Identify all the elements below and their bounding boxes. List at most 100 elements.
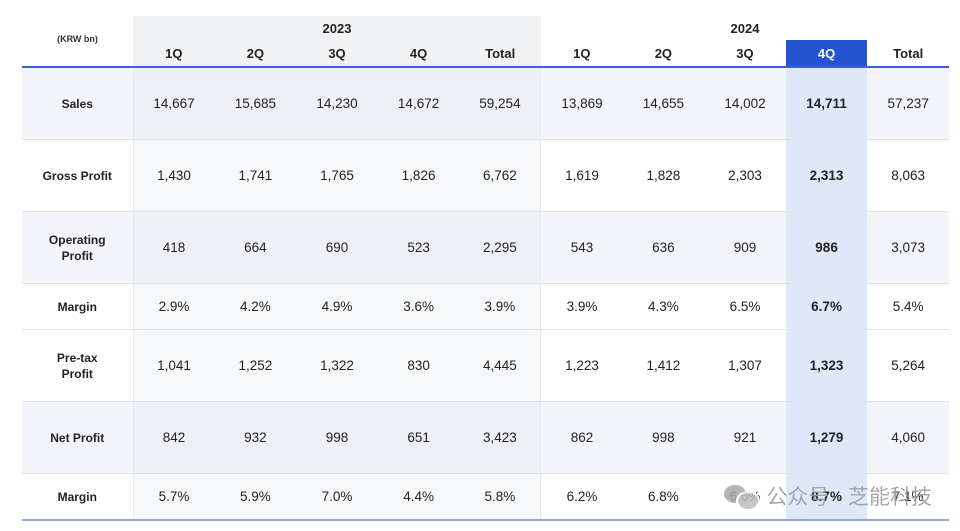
year-header-2024: 2024: [540, 16, 949, 40]
row-label: Sales: [22, 67, 133, 140]
cell-2024-col1: 1,223: [540, 329, 623, 402]
row-label: Net Profit: [22, 401, 133, 474]
table-row-pre-tax-profit: Pre-tax Profit 1,041 1,252 1,322 830 4,445 1,2…: [22, 329, 949, 402]
cell-2024-col1: 543: [540, 211, 623, 284]
wechat-icon: [724, 483, 761, 511]
col-header-2023-total: Total: [459, 40, 541, 68]
cell-2023-col5: 2,295: [459, 211, 541, 284]
cell-2024-col3: 1,307: [704, 329, 786, 402]
cell-2023-col5: 6,762: [459, 139, 541, 212]
cell-2023-col1: 14,667: [132, 67, 215, 140]
cell-2023-col4: 14,672: [377, 67, 460, 140]
cell-2024-4q-highlighted: 1,279: [785, 401, 868, 474]
cell-2023-col4: 830: [377, 329, 460, 402]
cell-2024-col2: 4.3%: [622, 283, 705, 330]
col-header-2024-4q-highlighted: 4Q: [785, 40, 868, 68]
cell-2024-col1: 862: [540, 401, 623, 474]
cell-2024-4q-highlighted: 6.7%: [785, 283, 868, 330]
watermark: 公众号 · 芝能科技: [724, 481, 932, 511]
cell-2023-col1: 2.9%: [132, 283, 215, 330]
cell-2023-col3: 7.0%: [296, 473, 378, 521]
table-row-net-margin: Margin5.7%5.9%7.0%4.4%5.8%6.2%6.8%6.6%8.…: [22, 473, 949, 521]
cell-2024-col2: 1,412: [622, 329, 705, 402]
cell-2024-col1: 13,869: [540, 67, 623, 140]
cell-2023-col4: 523: [377, 211, 460, 284]
cell-2023-col5: 3.9%: [459, 283, 541, 330]
cell-2023-col5: 59,254: [459, 67, 541, 140]
cell-2023-col1: 418: [132, 211, 215, 284]
row-label: Operating Profit: [22, 211, 133, 284]
col-header-2024-2q: 2Q: [622, 40, 705, 68]
cell-2024-col5: 7.1%: [867, 473, 949, 521]
cell-2024-col3: 6.5%: [704, 283, 786, 330]
table-body: Sales 14,667 15,685 14,230 14,672 59,254 13,86…: [22, 67, 949, 521]
cell-2024-col2: 14,655: [622, 67, 705, 140]
cell-2024-col1: 6.2%: [540, 473, 623, 521]
table-row-sales: Sales 14,667 15,685 14,230 14,672 59,254 13,86…: [22, 67, 949, 140]
col-header-2023-2q: 2Q: [214, 40, 297, 68]
cell-2023-col2: 4.2%: [214, 283, 297, 330]
cell-2023-col4: 1,826: [377, 139, 460, 212]
table-row-operating-profit: Operating Profit 418 664 690 523 2,295 543 636 9…: [22, 211, 949, 284]
cell-2024-4q-highlighted: 14,711: [785, 67, 868, 140]
cell-2023-col1: 1,430: [132, 139, 215, 212]
cell-2024-col3: 2,303: [704, 139, 786, 212]
cell-2023-col3: 1,322: [296, 329, 378, 402]
cell-2024-4q-highlighted: 1,323: [785, 329, 868, 402]
cell-2024-col1: 3.9%: [540, 283, 623, 330]
cell-2024-col2: 1,828: [622, 139, 705, 212]
cell-2023-col3: 690: [296, 211, 378, 284]
cell-2024-col3: 909: [704, 211, 786, 284]
row-label: Gross Profit: [22, 139, 133, 212]
cell-2023-col4: 651: [377, 401, 460, 474]
cell-2023-col4: 3.6%: [377, 283, 460, 330]
cell-2023-col3: 1,765: [296, 139, 378, 212]
cell-2023-col2: 1,741: [214, 139, 297, 212]
row-label: Margin: [22, 473, 133, 521]
cell-2024-4q-highlighted: 8.7%: [785, 473, 868, 521]
cell-2024-col5: 5.4%: [867, 283, 949, 330]
col-header-2024-1q: 1Q: [540, 40, 623, 68]
cell-2023-col2: 15,685: [214, 67, 297, 140]
cell-2023-col2: 5.9%: [214, 473, 297, 521]
col-header-2023-1q: 1Q: [133, 40, 215, 68]
year-header-2023: 2023: [133, 16, 541, 40]
cell-2023-col1: 842: [132, 401, 215, 474]
cell-2024-col5: 3,073: [867, 211, 949, 284]
row-label: Margin: [22, 283, 133, 330]
cell-2023-col2: 664: [214, 211, 297, 284]
col-header-2024-total: Total: [867, 40, 949, 68]
cell-2024-col5: 5,264: [867, 329, 949, 402]
cell-2024-col3: 921: [704, 401, 786, 474]
cell-2023-col5: 3,423: [459, 401, 541, 474]
cell-2024-col5: 4,060: [867, 401, 949, 474]
unit-label: (KRW bn): [22, 16, 133, 68]
table-row-net-profit: Net Profit 842 932 998 651 3,423 862 998 921 1,27…: [22, 401, 949, 474]
cell-2023-col2: 932: [214, 401, 297, 474]
cell-2023-col2: 1,252: [214, 329, 297, 402]
cell-2024-4q-highlighted: 986: [785, 211, 868, 284]
row-label: Pre-tax Profit: [22, 329, 133, 402]
cell-2024-col3: 14,002: [704, 67, 786, 140]
cell-2024-col1: 1,619: [540, 139, 623, 212]
cell-2023-col1: 5.7%: [132, 473, 215, 521]
table-row-operating-margin: Margin 2.9% 4.2% 4.9% 3.6% 3.9% 3.9% 4.3% 6.5% 6.…: [22, 283, 949, 330]
cell-2024-col2: 6.8%: [622, 473, 705, 521]
financial-table-container: (KRW bn) 2023 2024 1Q 2Q 3Q 4Q Total 1Q …: [22, 16, 949, 521]
col-header-2023-3q: 3Q: [296, 40, 378, 68]
col-header-2024-3q: 3Q: [704, 40, 786, 68]
financial-summary-table: (KRW bn) 2023 2024 1Q 2Q 3Q 4Q Total 1Q …: [22, 16, 949, 521]
cell-2024-col5: 57,237: [867, 67, 949, 140]
watermark-text: 公众号 · 芝能科技: [766, 486, 932, 509]
cell-2023-col3: 14,230: [296, 67, 378, 140]
cell-2023-col5: 5.8%: [459, 473, 541, 521]
table-row-gross-profit: Gross Profit 1,430 1,741 1,765 1,826 6,762 1,6…: [22, 139, 949, 212]
cell-2023-col3: 4.9%: [296, 283, 378, 330]
cell-2023-col4: 4.4%: [377, 473, 460, 521]
col-header-2023-4q: 4Q: [377, 40, 460, 68]
cell-2024-col2: 998: [622, 401, 705, 474]
cell-2024-4q-highlighted: 2,313: [785, 139, 868, 212]
cell-2023-col5: 4,445: [459, 329, 541, 402]
cell-2024-col5: 8,063: [867, 139, 949, 212]
cell-2024-col2: 636: [622, 211, 705, 284]
